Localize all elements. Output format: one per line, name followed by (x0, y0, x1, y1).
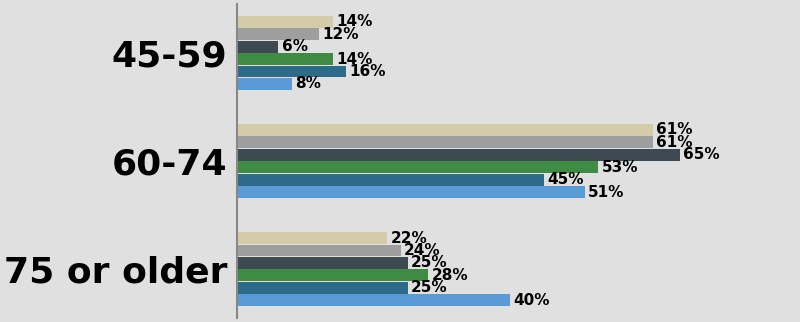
Text: 65%: 65% (683, 147, 720, 162)
Text: 61%: 61% (656, 122, 693, 137)
Text: 16%: 16% (350, 64, 386, 79)
Text: 12%: 12% (322, 27, 359, 42)
Text: 22%: 22% (390, 231, 427, 246)
Text: 8%: 8% (295, 76, 321, 91)
Bar (238, 161, 598, 173)
Bar (238, 244, 401, 256)
Bar (238, 124, 653, 136)
Bar (238, 66, 346, 78)
Bar (238, 257, 408, 269)
Bar (238, 41, 278, 52)
Text: 24%: 24% (404, 243, 441, 258)
Bar (238, 282, 408, 294)
Bar (238, 16, 333, 28)
Bar (238, 78, 292, 90)
Text: 25%: 25% (411, 255, 448, 270)
Bar (238, 53, 333, 65)
Bar (238, 186, 585, 198)
Text: 6%: 6% (282, 39, 308, 54)
Text: 45%: 45% (547, 172, 584, 187)
Text: 61%: 61% (656, 135, 693, 150)
Text: 14%: 14% (336, 14, 373, 29)
Bar (238, 149, 680, 161)
Bar (238, 232, 387, 244)
Bar (238, 137, 653, 148)
Text: 40%: 40% (514, 293, 550, 308)
Bar (238, 28, 319, 40)
Bar (238, 174, 544, 185)
Text: 51%: 51% (588, 185, 625, 200)
Text: 25%: 25% (411, 280, 448, 295)
Text: 14%: 14% (336, 52, 373, 67)
Bar (238, 270, 428, 281)
Text: 28%: 28% (431, 268, 468, 283)
Bar (238, 294, 510, 306)
Text: 53%: 53% (602, 160, 638, 175)
